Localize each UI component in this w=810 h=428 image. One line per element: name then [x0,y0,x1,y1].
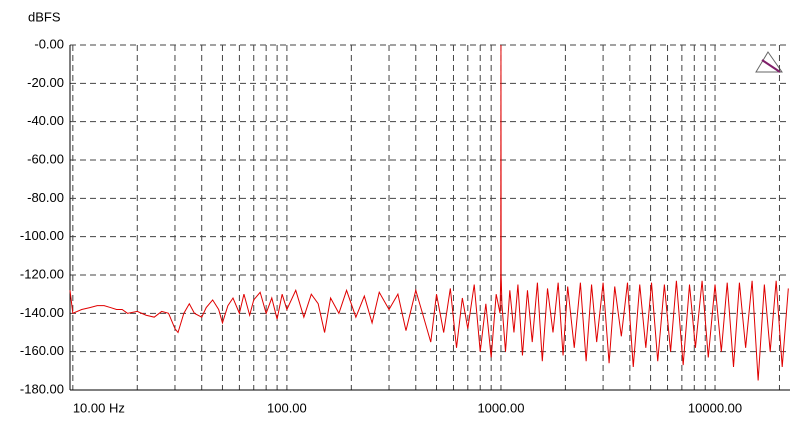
y-tick-label: -0.00 [34,36,64,51]
x-tick-label: 10000.00 [688,400,742,415]
y-tick-label: -160.00 [20,343,64,358]
x-tick-label: 1000.00 [477,400,524,415]
cursor-icon [755,51,783,73]
y-axis-label: dBFS [28,9,61,24]
x-tick-label: 10.00 Hz [73,400,125,415]
y-tick-label: -120.00 [20,266,64,281]
x-tick-label: 100.00 [267,400,307,415]
y-tick-label: -140.00 [20,305,64,320]
y-tick-label: -60.00 [27,151,64,166]
y-tick-label: -40.00 [27,113,64,128]
y-tick-label: -80.00 [27,190,64,205]
y-tick-label: -20.00 [27,75,64,90]
spectrum-line [69,44,789,381]
y-tick-label: -100.00 [20,228,64,243]
y-tick-label: -180.00 [20,381,64,396]
